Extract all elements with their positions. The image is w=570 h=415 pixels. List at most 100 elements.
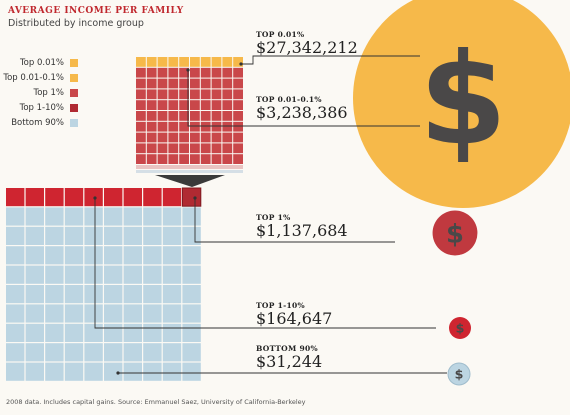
bottom-grid-cell	[84, 343, 103, 362]
top-grid-cell	[146, 154, 157, 164]
bottom-grid-cell	[104, 207, 123, 226]
bottom-grid-cell	[162, 323, 182, 342]
legend-item: Top 1%	[6, 87, 78, 102]
top-grid-cell	[146, 121, 157, 132]
bottom-grid-cell	[45, 323, 64, 342]
bottom-grid-cell	[64, 207, 84, 226]
bottom-grid-cell	[45, 304, 64, 323]
top-grid-cell	[233, 154, 243, 164]
top-grid-cell	[233, 121, 243, 132]
top-grid-cell	[200, 89, 211, 100]
top-grid-cell	[200, 121, 211, 132]
top-grid-cell	[136, 89, 146, 100]
label-top-1-value: $1,137,684	[256, 221, 348, 240]
top-grid-cell	[168, 57, 179, 67]
label-bottom-90-value: $31,244	[256, 352, 323, 371]
bottom-grid-cell	[104, 285, 123, 304]
top-grid-cell	[157, 132, 168, 143]
legend-swatch	[70, 89, 78, 97]
bottom-grid-cell	[182, 323, 201, 342]
leader-top-0-01-0-1	[187, 70, 420, 127]
top-grid-cell	[179, 78, 189, 89]
bottom-grid-cell	[123, 246, 142, 265]
bottom-grid-cell	[64, 323, 84, 342]
bottom-grid-cell	[104, 323, 123, 342]
bottom-grid-cell	[104, 362, 123, 381]
top-grid-cell	[146, 143, 157, 154]
legend-swatch	[70, 59, 78, 67]
top-grid-cell	[157, 121, 168, 132]
bottom-grid-cell	[143, 362, 162, 381]
top-grid-cell	[222, 89, 233, 100]
dollar-bottom-90-icon: $	[455, 367, 464, 382]
top-grid-cell	[146, 67, 157, 78]
bubble-top-0-01	[353, 0, 570, 208]
bottom-grid-cell	[84, 285, 103, 304]
bottom-grid-cell	[143, 246, 162, 265]
bottom-grid-cell	[182, 226, 201, 245]
bottom-grid-cell	[162, 285, 182, 304]
legend-swatch	[70, 74, 78, 82]
bottom-grid-cell	[162, 246, 182, 265]
top-grid-cell	[222, 111, 233, 121]
bottom-grid-cell	[6, 265, 25, 284]
bottom-grid-cell	[6, 323, 25, 342]
bottom-grid-cell	[25, 207, 44, 226]
top-grid-cell	[168, 143, 179, 154]
top-grid-cell	[136, 78, 146, 89]
legend-label: Bottom 90%	[11, 118, 64, 128]
top-grid-cell	[233, 89, 243, 100]
bottom-grid-cell	[25, 323, 44, 342]
funnel-shape	[155, 175, 225, 187]
bottom-grid-cell	[84, 188, 103, 207]
legend-swatch	[70, 119, 78, 127]
top-grid-cell	[136, 154, 146, 164]
top-grid-cell	[190, 67, 200, 78]
top-grid-cell	[136, 132, 146, 143]
top-grid-cell	[179, 57, 189, 67]
bottom-grid-cell	[6, 362, 25, 381]
top-grid-cell	[168, 132, 179, 143]
bottom-grid-cell	[84, 265, 103, 284]
chart-title: AVERAGE INCOME PER FAMILY	[8, 6, 184, 16]
bottom-grid-cell	[45, 188, 64, 207]
bottom-grid-cell	[6, 246, 25, 265]
bottom-grid-cell	[64, 285, 84, 304]
top-grid-cell	[190, 100, 200, 110]
bottom-grid-cell	[123, 362, 142, 381]
bottom-grid-cell	[143, 304, 162, 323]
top-grid-cell	[233, 78, 243, 89]
bottom-grid-cell	[123, 188, 142, 207]
bottom-grid-cell	[123, 323, 142, 342]
top-grid-cell	[136, 121, 146, 132]
bottom-grid-cell	[45, 207, 64, 226]
top-grid-cell	[222, 100, 233, 110]
bottom-grid-cell	[84, 362, 103, 381]
top-grid-cell	[157, 111, 168, 121]
top-grid-cell	[211, 154, 222, 164]
top-grid-cell	[222, 67, 233, 78]
bottom-grid-cell	[182, 285, 201, 304]
top-grid-cell	[146, 78, 157, 89]
top-grid-cell	[157, 78, 168, 89]
top-grid-cell	[190, 132, 200, 143]
bottom-grid-cell	[182, 304, 201, 323]
legend-label: Top 0.01%	[19, 58, 64, 68]
bottom-grid-cell	[25, 188, 44, 207]
bottom-grid-cell	[25, 226, 44, 245]
top-grid-cell	[157, 67, 168, 78]
top-grid-cell	[200, 100, 211, 110]
label-bottom-90-heading: BOTTOM 90%	[256, 344, 318, 353]
top-grid-cell	[179, 121, 189, 132]
top-grid-cell	[233, 143, 243, 154]
top-grid-cell	[168, 67, 179, 78]
legend-item: Bottom 90%	[6, 117, 78, 132]
bottom-grid-cell	[182, 362, 201, 381]
top-grid-cell	[190, 78, 200, 89]
top-grid-cell	[179, 143, 189, 154]
top-grid-cell	[136, 111, 146, 121]
top-grid-cell	[179, 111, 189, 121]
leader-top-1-10	[94, 198, 436, 329]
top-grid-pale-band	[136, 165, 243, 169]
